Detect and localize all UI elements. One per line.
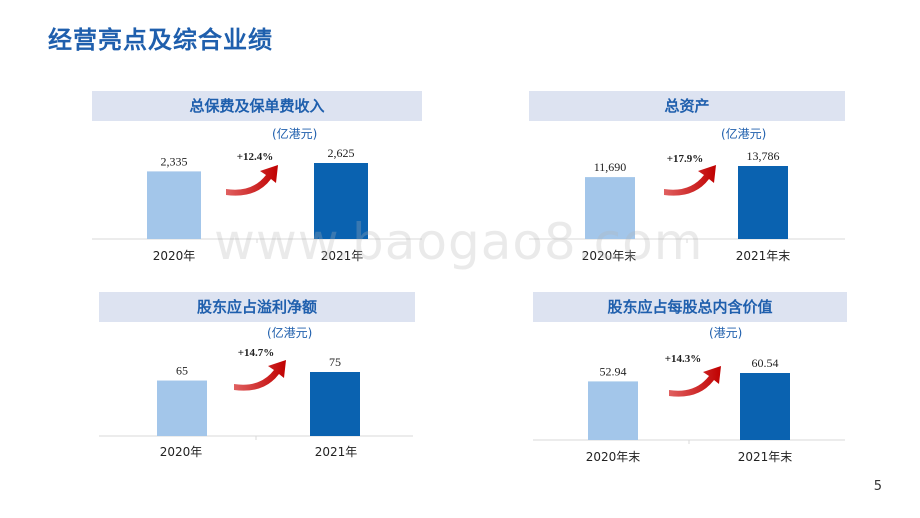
- panel-header: 总资产: [529, 91, 845, 121]
- watermark: www.baogao8.com: [214, 213, 704, 271]
- data-label: 2,335: [161, 154, 188, 168]
- unit-label: (亿港元): [721, 127, 767, 141]
- panel-header: 股东应占溢利净额: [99, 292, 415, 322]
- tick-label: 2021年末: [736, 249, 791, 263]
- tick-label: 2020年: [153, 249, 196, 263]
- tick-label: 2020年末: [586, 450, 641, 464]
- bar: [147, 171, 201, 239]
- bar-chart: 52.94 2020年末 60.54 2021年末 +14.3%: [533, 353, 845, 464]
- growth-label: +17.9%: [667, 153, 704, 165]
- bar: [585, 177, 635, 239]
- bar: [738, 166, 788, 239]
- panel-total-assets: 总资产 (亿港元) 11,690 2020年末 13,786 2021年末 +17.9%: [529, 91, 859, 291]
- panel-net-profit: 股东应占溢利净额 (亿港元) 65 2020年 75 2021年 +14.7%: [99, 292, 429, 492]
- data-label: 60.54: [752, 356, 779, 370]
- tick-label: 2021年末: [738, 450, 793, 464]
- page-title: 经营亮点及综合业绩: [48, 26, 273, 54]
- tick-label: 2021年: [315, 445, 358, 459]
- bar-chart: 11,690 2020年末 13,786 2021年末 +17.9%: [529, 149, 845, 263]
- panel-premium-income: 总保费及保单费收入 (亿港元) 2,335 2020年 2,625 2021年 +12.…: [92, 91, 422, 291]
- tick-label: 2021年: [321, 249, 364, 263]
- data-label: 65: [176, 364, 188, 378]
- page-number: 5: [873, 479, 882, 494]
- bar-chart: 65 2020年 75 2021年 +14.7%: [99, 347, 413, 459]
- bar: [314, 163, 368, 239]
- bar-chart: 2,335 2020年 2,625 2021年 +12.4%: [92, 146, 422, 263]
- growth-arrow-icon: [226, 165, 278, 196]
- unit-label: (港元): [709, 326, 743, 340]
- unit-label: (亿港元): [272, 127, 318, 141]
- tick-label: 2020年: [160, 445, 203, 459]
- data-label: 52.94: [600, 364, 627, 378]
- data-label: 13,786: [747, 149, 780, 163]
- tick-label: 2020年末: [582, 249, 637, 263]
- growth-label: +14.7%: [238, 347, 275, 359]
- panel-header: 总保费及保单费收入: [92, 91, 422, 121]
- bar: [588, 381, 638, 440]
- data-label: 75: [329, 355, 341, 369]
- bar: [740, 373, 790, 440]
- data-label: 2,625: [328, 146, 355, 160]
- growth-arrow-icon: [664, 165, 716, 196]
- data-label: 11,690: [594, 160, 627, 174]
- panel-header: 股东应占每股总内含价值: [533, 292, 847, 322]
- growth-label: +14.3%: [665, 353, 702, 365]
- growth-arrow-icon: [669, 366, 721, 397]
- unit-label: (亿港元): [267, 326, 313, 340]
- bar: [157, 380, 207, 436]
- growth-arrow-icon: [234, 360, 286, 391]
- bar: [310, 372, 360, 436]
- growth-label: +12.4%: [237, 151, 274, 163]
- panel-embedded-value: 股东应占每股总内含价值 (港元) 52.94 2020年末 60.54 2021年末 +…: [533, 292, 863, 492]
